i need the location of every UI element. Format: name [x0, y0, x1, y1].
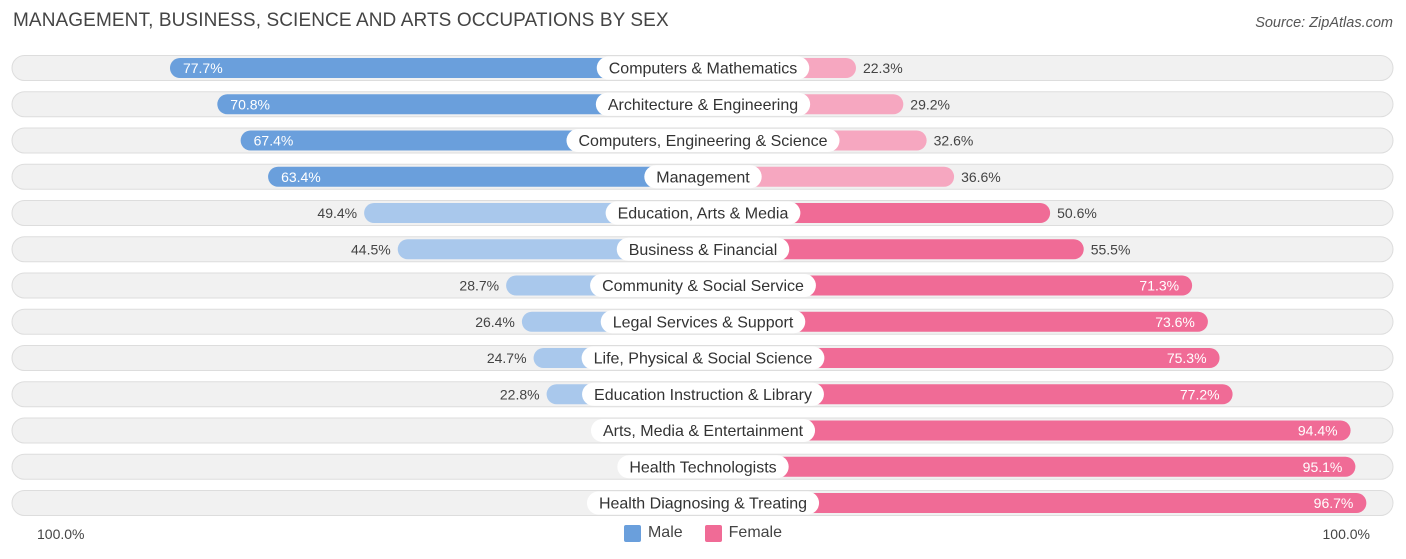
legend-female-label: Female — [728, 524, 783, 541]
female-value-label: 73.6% — [1155, 314, 1195, 330]
category-label-pill — [590, 274, 816, 297]
category-label-pill — [586, 491, 820, 515]
category-label: Management — [656, 169, 750, 186]
female-bar — [693, 493, 1367, 513]
category-label: Education Instruction & Library — [594, 387, 812, 404]
male-bar — [217, 94, 713, 115]
axis-right-label: 100.0% — [1322, 526, 1370, 542]
male-value-label: 49.4% — [317, 205, 357, 221]
category-label-pill — [581, 346, 825, 370]
male-value-label: 77.7% — [183, 60, 223, 76]
female-bar — [693, 311, 1208, 332]
male-value-label: 26.4% — [475, 314, 515, 330]
male-value-label: 44.5% — [351, 241, 391, 257]
female-bar — [693, 420, 1351, 441]
source-credit: Source: ZipAtlas.com — [1255, 15, 1393, 31]
female-value-label: 36.6% — [961, 169, 1001, 185]
category-label-pill — [590, 419, 816, 442]
female-value-label: 95.1% — [1303, 459, 1343, 475]
male-value-label: 24.7% — [487, 350, 527, 366]
female-bar — [693, 384, 1233, 405]
category-label-pill — [617, 455, 789, 479]
male-bar — [268, 166, 713, 187]
category-label: Health Diagnosing & Treating — [599, 496, 807, 513]
legend-item-female: Female — [704, 524, 783, 542]
category-label-pill — [566, 129, 840, 152]
legend-item-male: Male — [623, 524, 683, 542]
male-swatch — [623, 524, 641, 542]
male-value-label: 70.8% — [230, 96, 270, 112]
female-value-label: 94.4% — [1298, 423, 1338, 439]
category-label: Computers & Mathematics — [609, 61, 798, 78]
legend: Male Female — [0, 524, 1406, 542]
male-value-label: 22.8% — [500, 386, 540, 402]
female-value-label: 32.6% — [934, 133, 974, 149]
category-label: Community & Social Service — [602, 278, 804, 295]
female-value-label: 55.5% — [1091, 241, 1131, 257]
category-label: Legal Services & Support — [613, 314, 794, 331]
category-label-pill — [595, 92, 811, 116]
chart-title: MANAGEMENT, BUSINESS, SCIENCE AND ARTS O… — [13, 10, 669, 31]
female-value-label: 71.3% — [1139, 278, 1179, 294]
category-label-pill — [605, 201, 801, 225]
legend-male-label: Male — [647, 524, 683, 541]
category-label: Life, Physical & Social Science — [594, 351, 813, 368]
female-swatch — [704, 524, 722, 542]
category-label: Health Technologists — [629, 459, 776, 476]
category-label: Education, Arts & Media — [618, 206, 789, 223]
category-label: Architecture & Engineering — [608, 97, 798, 114]
male-bar — [169, 58, 713, 78]
category-label: Arts, Media & Entertainment — [603, 423, 804, 440]
female-value-label: 75.3% — [1167, 350, 1207, 366]
category-label: Computers, Engineering & Science — [578, 133, 827, 150]
female-bar — [693, 275, 1193, 296]
female-bar — [693, 348, 1220, 368]
female-value-label: 29.2% — [910, 96, 950, 112]
female-value-label: 22.3% — [863, 60, 903, 76]
category-label: Business & Financial — [629, 242, 778, 259]
female-bar — [693, 239, 1084, 260]
male-value-label: 67.4% — [254, 133, 294, 149]
female-value-label: 96.7% — [1314, 495, 1354, 511]
category-label-pill — [596, 56, 810, 80]
female-value-label: 50.6% — [1057, 205, 1097, 221]
male-value-label: 63.4% — [281, 169, 321, 185]
axis-left-label: 100.0% — [37, 526, 85, 542]
male-value-label: 28.7% — [459, 278, 499, 294]
diverging-bar-chart: 77.7% 22.3% Computers & Mathematics 70.8% 29… — [11, 55, 1394, 516]
female-bar — [693, 456, 1356, 477]
category-label-pill — [616, 237, 790, 261]
female-value-label: 77.2% — [1180, 386, 1220, 402]
category-label-pill — [600, 310, 806, 334]
category-label-pill — [582, 382, 824, 406]
category-label-pill — [644, 165, 762, 189]
